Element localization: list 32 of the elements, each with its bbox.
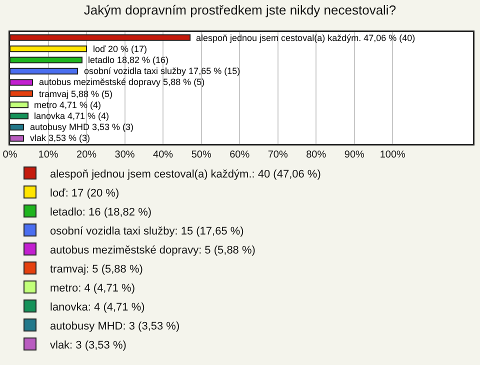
data-label: loď 20 % (17): [93, 44, 148, 54]
x-tick-label: 50%: [191, 150, 212, 160]
data-label: autobusy MHD 3,53 % (3): [30, 122, 134, 132]
legend-label: loď: 17 (20 %): [50, 187, 120, 200]
x-tick-label: 100%: [380, 150, 406, 160]
data-label: metro 4,71 % (4): [34, 100, 102, 110]
legend-label: alespoň jednou jsem cestoval(a) každým.: 40 (47,06 %): [50, 168, 321, 180]
legend-label: autobus meziměstské dopravy: 5 (5,88 %): [50, 244, 256, 256]
x-tick-label: 0%: [2, 150, 18, 160]
legend-label: lanovka: 4 (4,71 %): [50, 301, 145, 314]
data-label: vlak 3,53 % (3): [30, 133, 90, 143]
legend-label: letadlo: 16 (18,82 %): [50, 206, 152, 218]
x-tick-label: 90%: [344, 150, 364, 160]
legend-label: osobní vozidla taxi služby: 15 (17,65 %): [50, 225, 244, 238]
data-label: tramvaj 5,88 % (5): [39, 89, 113, 99]
x-tick-label: 70%: [268, 150, 288, 160]
x-tick-label: 60%: [230, 150, 250, 160]
data-label: autobus meziměstské dopravy 5,88 % (5): [39, 77, 205, 87]
x-tick-label: 40%: [153, 150, 174, 160]
legend-label: autobusy MHD: 3 (3,53 %): [50, 320, 180, 332]
chart-title: Jakým dopravním prostředkem jste nikdy necestovali?: [84, 2, 396, 18]
x-tick-label: 30%: [114, 150, 135, 160]
x-tick-label: 20%: [76, 150, 97, 160]
legend-label: metro: 4 (4,71 %): [50, 282, 135, 294]
data-label: letadlo 18,82 % (16): [88, 55, 169, 65]
x-tick-label: 80%: [306, 150, 326, 160]
data-label: lanovka 4,71 % (4): [34, 111, 110, 121]
legend-label: tramvaj: 5 (5,88 %): [50, 263, 143, 276]
x-tick-label: 10%: [38, 150, 58, 160]
legend-label: vlak: 3 (3,53 %): [50, 339, 126, 352]
data-label: alespoň jednou jsem cestoval(a) každým. 47,06 % (40): [196, 33, 416, 43]
data-label: osobní vozidla taxi služby 17,65 % (15): [84, 66, 240, 76]
